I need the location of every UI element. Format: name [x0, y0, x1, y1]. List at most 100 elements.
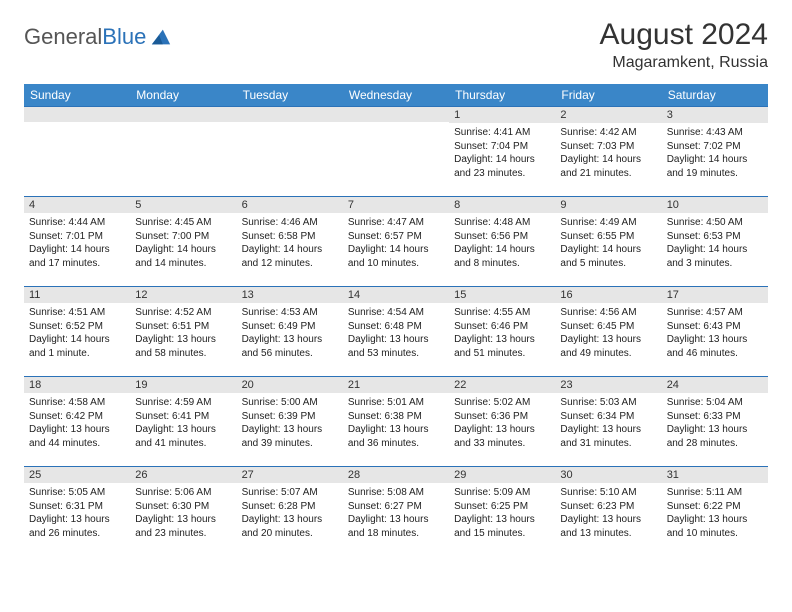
logo-text-part1: General	[24, 24, 102, 49]
day-details: Sunrise: 4:43 AMSunset: 7:02 PMDaylight:…	[662, 123, 768, 184]
day-number: 12	[130, 286, 236, 303]
day-details: Sunrise: 4:45 AMSunset: 7:00 PMDaylight:…	[130, 213, 236, 274]
day-number: 20	[237, 376, 343, 393]
day-number: 1	[449, 106, 555, 123]
day-header-row: Sunday Monday Tuesday Wednesday Thursday…	[24, 84, 768, 106]
calendar-day-cell: 15Sunrise: 4:55 AMSunset: 6:46 PMDayligh…	[449, 286, 555, 376]
day-number: 24	[662, 376, 768, 393]
day-details: Sunrise: 5:06 AMSunset: 6:30 PMDaylight:…	[130, 483, 236, 544]
calendar-day-cell: 25Sunrise: 5:05 AMSunset: 6:31 PMDayligh…	[24, 466, 130, 556]
logo-text-part2: Blue	[102, 24, 146, 49]
day-details: Sunrise: 4:41 AMSunset: 7:04 PMDaylight:…	[449, 123, 555, 184]
day-number: 26	[130, 466, 236, 483]
day-number: 13	[237, 286, 343, 303]
day-number: 27	[237, 466, 343, 483]
day-number: 6	[237, 196, 343, 213]
calendar-day-cell	[237, 106, 343, 196]
day-details: Sunrise: 4:49 AMSunset: 6:55 PMDaylight:…	[555, 213, 661, 274]
day-details: Sunrise: 5:09 AMSunset: 6:25 PMDaylight:…	[449, 483, 555, 544]
calendar-day-cell: 19Sunrise: 4:59 AMSunset: 6:41 PMDayligh…	[130, 376, 236, 466]
calendar-day-cell: 18Sunrise: 4:58 AMSunset: 6:42 PMDayligh…	[24, 376, 130, 466]
day-details: Sunrise: 4:53 AMSunset: 6:49 PMDaylight:…	[237, 303, 343, 364]
calendar-day-cell: 13Sunrise: 4:53 AMSunset: 6:49 PMDayligh…	[237, 286, 343, 376]
calendar-table: Sunday Monday Tuesday Wednesday Thursday…	[24, 84, 768, 556]
day-header: Thursday	[449, 84, 555, 106]
day-header: Sunday	[24, 84, 130, 106]
day-details: Sunrise: 4:52 AMSunset: 6:51 PMDaylight:…	[130, 303, 236, 364]
calendar-day-cell: 11Sunrise: 4:51 AMSunset: 6:52 PMDayligh…	[24, 286, 130, 376]
day-details: Sunrise: 4:46 AMSunset: 6:58 PMDaylight:…	[237, 213, 343, 274]
calendar-week-row: 4Sunrise: 4:44 AMSunset: 7:01 PMDaylight…	[24, 196, 768, 286]
day-number: 7	[343, 196, 449, 213]
day-details: Sunrise: 4:48 AMSunset: 6:56 PMDaylight:…	[449, 213, 555, 274]
day-details: Sunrise: 4:56 AMSunset: 6:45 PMDaylight:…	[555, 303, 661, 364]
day-details: Sunrise: 5:07 AMSunset: 6:28 PMDaylight:…	[237, 483, 343, 544]
day-header: Saturday	[662, 84, 768, 106]
month-title: August 2024	[600, 18, 768, 52]
day-number: 16	[555, 286, 661, 303]
calendar-day-cell: 8Sunrise: 4:48 AMSunset: 6:56 PMDaylight…	[449, 196, 555, 286]
calendar-day-cell: 26Sunrise: 5:06 AMSunset: 6:30 PMDayligh…	[130, 466, 236, 556]
calendar-day-cell: 4Sunrise: 4:44 AMSunset: 7:01 PMDaylight…	[24, 196, 130, 286]
day-details: Sunrise: 4:51 AMSunset: 6:52 PMDaylight:…	[24, 303, 130, 364]
calendar-body: 1Sunrise: 4:41 AMSunset: 7:04 PMDaylight…	[24, 106, 768, 556]
calendar-day-cell: 2Sunrise: 4:42 AMSunset: 7:03 PMDaylight…	[555, 106, 661, 196]
calendar-day-cell: 23Sunrise: 5:03 AMSunset: 6:34 PMDayligh…	[555, 376, 661, 466]
day-number: 19	[130, 376, 236, 393]
day-details: Sunrise: 5:00 AMSunset: 6:39 PMDaylight:…	[237, 393, 343, 454]
logo: GeneralBlue	[24, 18, 172, 50]
day-number: 17	[662, 286, 768, 303]
calendar-day-cell	[24, 106, 130, 196]
day-number	[343, 106, 449, 122]
day-details: Sunrise: 5:04 AMSunset: 6:33 PMDaylight:…	[662, 393, 768, 454]
day-details: Sunrise: 4:50 AMSunset: 6:53 PMDaylight:…	[662, 213, 768, 274]
calendar-week-row: 11Sunrise: 4:51 AMSunset: 6:52 PMDayligh…	[24, 286, 768, 376]
day-details: Sunrise: 4:57 AMSunset: 6:43 PMDaylight:…	[662, 303, 768, 364]
calendar-week-row: 1Sunrise: 4:41 AMSunset: 7:04 PMDaylight…	[24, 106, 768, 196]
day-header: Wednesday	[343, 84, 449, 106]
day-details: Sunrise: 4:58 AMSunset: 6:42 PMDaylight:…	[24, 393, 130, 454]
day-number: 9	[555, 196, 661, 213]
day-details: Sunrise: 4:44 AMSunset: 7:01 PMDaylight:…	[24, 213, 130, 274]
day-details: Sunrise: 4:59 AMSunset: 6:41 PMDaylight:…	[130, 393, 236, 454]
calendar-day-cell: 20Sunrise: 5:00 AMSunset: 6:39 PMDayligh…	[237, 376, 343, 466]
day-number: 11	[24, 286, 130, 303]
day-number: 18	[24, 376, 130, 393]
calendar-day-cell: 28Sunrise: 5:08 AMSunset: 6:27 PMDayligh…	[343, 466, 449, 556]
calendar-day-cell: 1Sunrise: 4:41 AMSunset: 7:04 PMDaylight…	[449, 106, 555, 196]
location: Magaramkent, Russia	[600, 54, 768, 72]
day-number	[237, 106, 343, 122]
day-number: 29	[449, 466, 555, 483]
header: GeneralBlue August 2024 Magaramkent, Rus…	[24, 18, 768, 72]
day-number: 21	[343, 376, 449, 393]
day-details: Sunrise: 5:01 AMSunset: 6:38 PMDaylight:…	[343, 393, 449, 454]
logo-text: GeneralBlue	[24, 24, 146, 50]
day-details: Sunrise: 4:55 AMSunset: 6:46 PMDaylight:…	[449, 303, 555, 364]
calendar-day-cell: 5Sunrise: 4:45 AMSunset: 7:00 PMDaylight…	[130, 196, 236, 286]
day-header: Friday	[555, 84, 661, 106]
calendar-day-cell: 6Sunrise: 4:46 AMSunset: 6:58 PMDaylight…	[237, 196, 343, 286]
day-number: 30	[555, 466, 661, 483]
calendar-day-cell: 12Sunrise: 4:52 AMSunset: 6:51 PMDayligh…	[130, 286, 236, 376]
day-number: 8	[449, 196, 555, 213]
day-number: 15	[449, 286, 555, 303]
logo-triangle-icon	[150, 26, 172, 48]
day-details: Sunrise: 5:08 AMSunset: 6:27 PMDaylight:…	[343, 483, 449, 544]
day-details: Sunrise: 5:03 AMSunset: 6:34 PMDaylight:…	[555, 393, 661, 454]
title-block: August 2024 Magaramkent, Russia	[600, 18, 768, 72]
day-number	[130, 106, 236, 122]
day-details: Sunrise: 4:42 AMSunset: 7:03 PMDaylight:…	[555, 123, 661, 184]
day-number	[24, 106, 130, 122]
calendar-day-cell: 22Sunrise: 5:02 AMSunset: 6:36 PMDayligh…	[449, 376, 555, 466]
day-number: 10	[662, 196, 768, 213]
day-details: Sunrise: 5:10 AMSunset: 6:23 PMDaylight:…	[555, 483, 661, 544]
calendar-day-cell: 24Sunrise: 5:04 AMSunset: 6:33 PMDayligh…	[662, 376, 768, 466]
day-number: 2	[555, 106, 661, 123]
calendar-week-row: 25Sunrise: 5:05 AMSunset: 6:31 PMDayligh…	[24, 466, 768, 556]
day-details: Sunrise: 4:47 AMSunset: 6:57 PMDaylight:…	[343, 213, 449, 274]
day-number: 23	[555, 376, 661, 393]
calendar-day-cell: 14Sunrise: 4:54 AMSunset: 6:48 PMDayligh…	[343, 286, 449, 376]
calendar-day-cell: 17Sunrise: 4:57 AMSunset: 6:43 PMDayligh…	[662, 286, 768, 376]
day-number: 22	[449, 376, 555, 393]
day-details: Sunrise: 5:05 AMSunset: 6:31 PMDaylight:…	[24, 483, 130, 544]
